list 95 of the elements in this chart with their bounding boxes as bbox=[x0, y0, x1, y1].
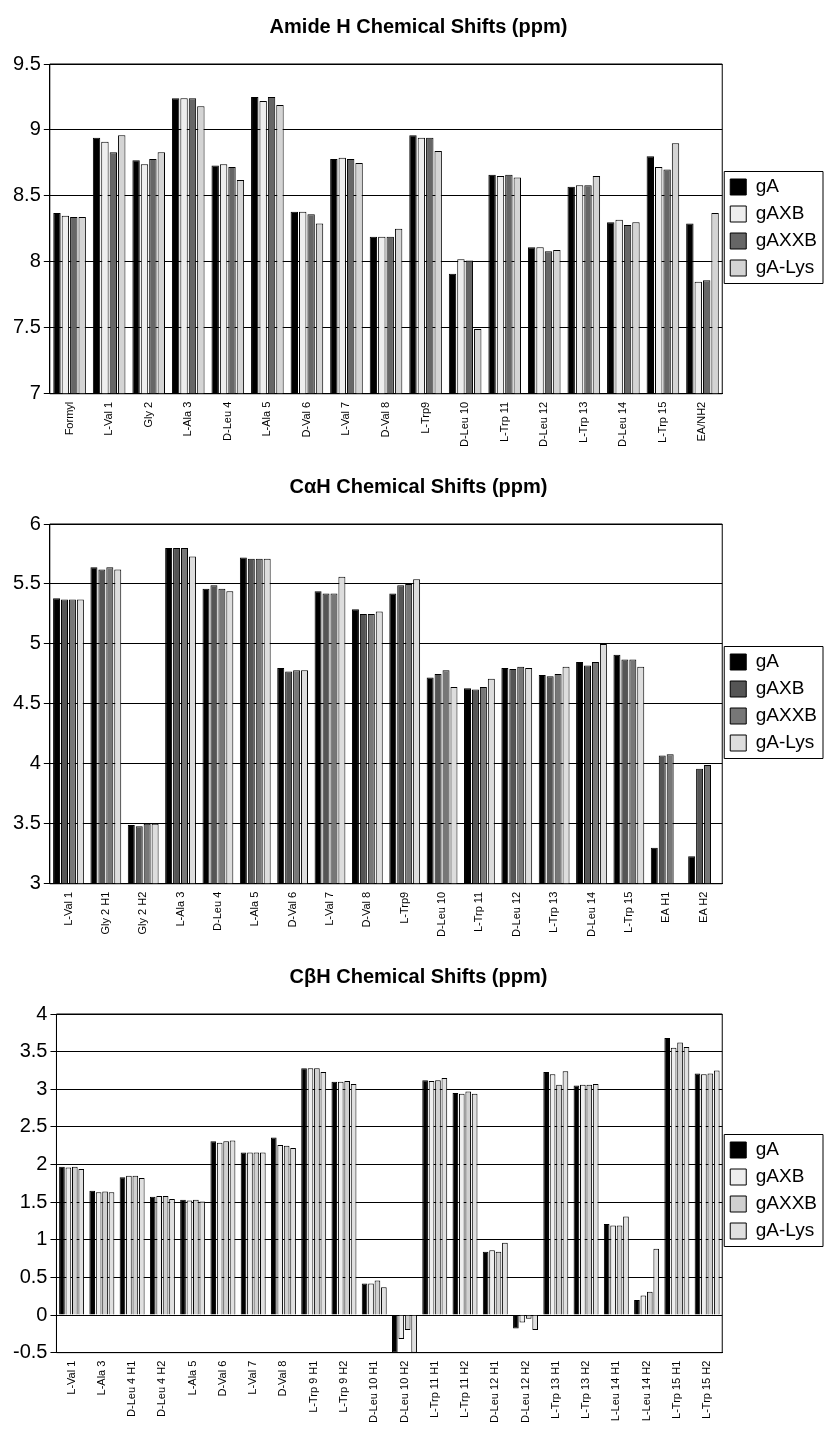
y-tick-label: 7.5 bbox=[12, 315, 41, 338]
x-tick-label: L-Trp 15 H2 bbox=[700, 1360, 713, 1419]
x-tick-label: L-Leu 14 H1 bbox=[609, 1360, 622, 1422]
x-tick-label: D-Leu 14 bbox=[584, 891, 597, 938]
x-tick-label: L-Leu 14 H2 bbox=[639, 1360, 652, 1422]
x-tick-label: L-Val 1 bbox=[102, 401, 115, 436]
x-tick-label: L-Trp 13 H1 bbox=[548, 1360, 561, 1419]
x-tick-label: Gly 2 H1 bbox=[98, 891, 111, 935]
y-tick-label: 4.5 bbox=[12, 691, 41, 714]
legend-label: gAXB bbox=[755, 677, 805, 699]
x-tick-label: Gly 2 H2 bbox=[136, 891, 149, 935]
x-tick-label: D-Leu 4 H1 bbox=[125, 1360, 138, 1417]
x-tick-label: EA H2 bbox=[696, 891, 709, 923]
y-tick-label: 9.5 bbox=[12, 51, 41, 74]
x-tick-label: L-Trp 9 H2 bbox=[336, 1360, 349, 1413]
y-tick-label: 3 bbox=[29, 871, 41, 894]
legend-label: gA-Lys bbox=[755, 256, 815, 278]
chart-title: CαH Chemical Shifts (ppm) bbox=[289, 474, 548, 497]
y-tick-label: 8 bbox=[29, 249, 41, 272]
x-tick-label: D-Leu 4 H2 bbox=[155, 1360, 168, 1417]
x-tick-label: L-Val 7 bbox=[339, 401, 352, 436]
x-tick-label: D-Leu 4 bbox=[210, 891, 223, 931]
x-tick-label: L-Trp 15 H1 bbox=[669, 1360, 682, 1419]
x-tick-label: L-Trp 13 bbox=[547, 891, 560, 933]
x-tick-label: L-Trp 11 bbox=[497, 401, 510, 443]
x-tick-label: L-Ala 5 bbox=[185, 1360, 198, 1396]
y-tick-label: -0.5 bbox=[12, 1340, 48, 1363]
x-tick-label: D-Val 8 bbox=[276, 1360, 289, 1397]
y-tick-label: 0 bbox=[36, 1302, 48, 1325]
x-tick-label: L-Trp9 bbox=[397, 891, 410, 924]
y-tick-label: 8.5 bbox=[12, 183, 41, 206]
x-tick-label: L-Val 1 bbox=[64, 1360, 77, 1395]
legend-label: gA bbox=[755, 175, 780, 197]
x-tick-label: D-Leu 12 bbox=[537, 401, 550, 448]
x-tick-label: L-Trp 13 H2 bbox=[579, 1360, 592, 1419]
x-tick-label: D-Val 8 bbox=[360, 891, 373, 928]
x-tick-label: L-Ala 3 bbox=[181, 401, 194, 437]
y-tick-label: 5.5 bbox=[12, 571, 41, 594]
chart-title: Amide H Chemical Shifts (ppm) bbox=[269, 14, 568, 37]
x-tick-label: L-Ala 3 bbox=[173, 891, 186, 927]
x-tick-label: L-Trp9 bbox=[418, 401, 431, 434]
x-tick-label: L-Trp 15 bbox=[621, 891, 634, 933]
x-tick-label: D-Leu 12 bbox=[509, 891, 522, 938]
x-tick-label: Gly 2 bbox=[141, 401, 154, 428]
y-tick-label: 3 bbox=[36, 1076, 48, 1099]
x-tick-label: D-Leu 10 H1 bbox=[367, 1360, 380, 1424]
y-tick-label: 2 bbox=[36, 1152, 48, 1175]
x-tick-label: Formyl bbox=[62, 401, 75, 436]
y-tick-label: 1 bbox=[36, 1227, 48, 1250]
legend-label: gAXB bbox=[755, 1165, 805, 1187]
y-tick-label: 4 bbox=[29, 751, 41, 774]
x-tick-label: L-Ala 5 bbox=[260, 401, 273, 437]
x-tick-label: D-Leu 10 bbox=[435, 891, 448, 938]
x-tick-label: EA/NH2 bbox=[695, 401, 708, 442]
x-tick-label: L-Trp 11 H1 bbox=[427, 1360, 440, 1419]
y-tick-label: 9 bbox=[29, 117, 41, 140]
x-tick-label: L-Ala 3 bbox=[94, 1360, 107, 1396]
y-tick-label: 0.5 bbox=[19, 1264, 48, 1287]
y-tick-label: 6 bbox=[29, 511, 41, 534]
x-tick-label: D-Leu 10 bbox=[458, 401, 471, 448]
x-tick-label: EA H1 bbox=[659, 891, 672, 923]
legend-label: gAXXB bbox=[755, 704, 818, 726]
x-tick-label: L-Ala 5 bbox=[248, 891, 261, 927]
x-tick-label: D-Leu 14 bbox=[616, 401, 629, 448]
x-tick-label: L-Trp 13 bbox=[576, 401, 589, 443]
x-tick-label: L-Val 7 bbox=[323, 891, 336, 926]
y-tick-label: 3.5 bbox=[19, 1039, 48, 1062]
x-tick-label: D-Leu 12 H1 bbox=[488, 1360, 501, 1424]
chart-title: CβH Chemical Shifts (ppm) bbox=[289, 964, 548, 987]
x-tick-label: D-Val 6 bbox=[299, 401, 312, 438]
x-tick-label: L-Trp 11 H2 bbox=[458, 1360, 471, 1419]
y-tick-label: 1.5 bbox=[19, 1189, 48, 1212]
x-tick-label: D-Leu 4 bbox=[220, 401, 233, 441]
x-tick-label: D-Val 6 bbox=[215, 1360, 228, 1397]
legend-label: gAXXB bbox=[755, 1192, 818, 1214]
x-tick-label: L-Trp 15 bbox=[655, 401, 668, 443]
x-tick-label: L-Val 7 bbox=[246, 1360, 259, 1395]
x-tick-label: L-Trp 11 bbox=[472, 891, 485, 933]
x-tick-label: D-Leu 10 H2 bbox=[397, 1360, 410, 1424]
legend-label: gA-Lys bbox=[755, 1219, 815, 1241]
x-tick-label: D-Leu 12 H2 bbox=[518, 1360, 531, 1424]
y-tick-label: 2.5 bbox=[19, 1114, 48, 1137]
legend-label: gA bbox=[755, 650, 780, 672]
y-tick-label: 4 bbox=[36, 1001, 48, 1024]
x-tick-label: L-Trp 9 H1 bbox=[306, 1360, 319, 1413]
y-tick-label: 3.5 bbox=[12, 811, 41, 834]
legend-label: gAXB bbox=[755, 202, 805, 224]
x-tick-label: D-Val 6 bbox=[285, 891, 298, 928]
x-tick-label: D-Val 8 bbox=[379, 401, 392, 438]
y-tick-label: 5 bbox=[29, 631, 41, 654]
y-tick-label: 7 bbox=[29, 381, 41, 404]
legend-label: gA bbox=[755, 1138, 780, 1160]
legend-label: gA-Lys bbox=[755, 731, 815, 753]
x-tick-label: L-Val 1 bbox=[61, 891, 74, 926]
legend-label: gAXXB bbox=[755, 229, 818, 251]
